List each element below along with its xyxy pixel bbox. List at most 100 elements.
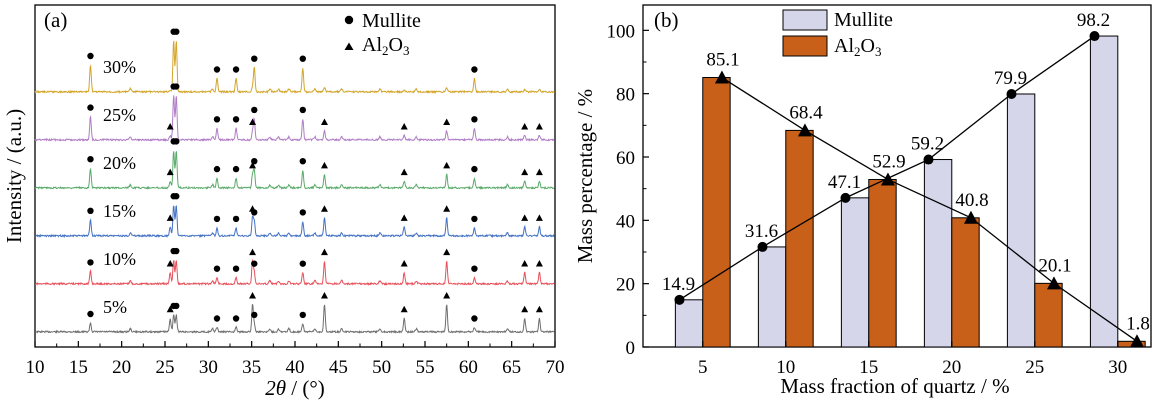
mullite-peak-marker <box>213 165 221 173</box>
mullite-point <box>840 192 851 203</box>
bar-legend-o: O <box>861 35 875 57</box>
xrd-x-label-unit: / (°) <box>286 376 325 400</box>
xrd-legend-sub2: 2 <box>382 43 389 58</box>
xrd-legend-o: O <box>389 34 403 56</box>
xrd-x-tick-label: 20 <box>112 357 131 378</box>
mullite-peak-marker <box>232 315 240 322</box>
mullite-peak-marker <box>213 265 221 272</box>
xrd-legend-alumina: Al2O3 <box>362 34 409 58</box>
xrd-x-tick-label: 70 <box>546 357 565 378</box>
mullite-bar <box>1006 93 1036 348</box>
bar-x-tick-label: 15 <box>859 357 878 378</box>
alumina-value-label: 68.4 <box>789 102 823 123</box>
bar-legend-mullite: Mullite <box>834 9 893 31</box>
mullite-peak-marker <box>87 104 94 111</box>
mullite-point <box>1006 88 1017 99</box>
xrd-series-label: 5% <box>103 297 127 317</box>
mullite-peak-marker <box>173 138 180 145</box>
mullite-value-label: 59.2 <box>911 134 944 155</box>
alumina-peak-marker <box>249 205 257 212</box>
alumina-peak-marker <box>400 122 408 130</box>
alumina-peak-marker <box>249 118 257 125</box>
alumina-peak-marker <box>166 122 174 130</box>
alumina-value-label: 20.1 <box>1038 255 1071 276</box>
alumina-bar <box>702 77 731 348</box>
mullite-peak-marker <box>173 193 180 200</box>
alumina-peak-marker <box>320 118 328 125</box>
xrd-legend-al: Al <box>362 34 382 56</box>
alumina-peak-marker <box>443 161 451 169</box>
alumina-peak-marker <box>521 260 529 267</box>
mullite-peak-marker <box>232 66 240 73</box>
alumina-peak-marker <box>249 161 257 169</box>
bar-y-tick-label: 60 <box>616 148 635 169</box>
xrd-series-label: 20% <box>103 153 136 173</box>
bar-legend: Mullite Al2O3 <box>782 9 893 59</box>
mullite-peak-marker <box>87 207 94 214</box>
xrd-legend-sub3: 3 <box>403 43 410 58</box>
bar-y-tick-label: 40 <box>616 211 635 232</box>
mullite-marker-icon <box>344 15 354 25</box>
bar-y-tick-label: 20 <box>616 275 635 296</box>
mullite-bar <box>923 159 953 348</box>
mullite-point <box>923 154 934 165</box>
xrd-x-tick-label: 65 <box>502 357 521 378</box>
xrd-series-label: 30% <box>103 57 136 77</box>
alumina-trend-line <box>721 76 1138 342</box>
alumina-peak-marker <box>521 168 529 176</box>
bar-bars <box>674 35 1146 348</box>
alumina-value-label: 52.9 <box>872 151 905 172</box>
alumina-point <box>1046 276 1061 290</box>
mullite-peak-marker <box>232 265 240 272</box>
xrd-x-tick-label: 10 <box>26 357 45 378</box>
mullite-peak-marker <box>251 55 258 62</box>
alumina-value-label: 1.8 <box>1126 313 1150 334</box>
xrd-series-label: 25% <box>103 105 136 125</box>
alumina-peak-marker <box>400 260 408 267</box>
bar-x-tick-label: 30 <box>1108 357 1127 378</box>
mullite-point <box>1089 31 1100 42</box>
alumina-point <box>714 70 729 84</box>
xrd-x-tick-label: 50 <box>372 357 391 378</box>
alumina-peak-marker <box>166 168 174 176</box>
alumina-point <box>963 210 978 224</box>
xrd-x-label-symbol: 2θ <box>265 376 286 400</box>
xrd-panel-label: (a) <box>44 8 67 32</box>
mullite-bar <box>840 197 870 348</box>
xrd-trace <box>34 258 555 286</box>
xrd-x-axis-label: 2θ / (°) <box>265 376 325 400</box>
alumina-peak-marker <box>535 260 543 267</box>
bar-x-tick-label: 5 <box>698 357 708 378</box>
alumina-peak-marker <box>320 292 328 299</box>
mullite-value-label: 31.6 <box>745 221 778 242</box>
xrd-x-ticks: 10 15 20 25 30 35 40 45 50 55 60 65 70 <box>26 341 565 378</box>
xrd-legend: Mullite Al2O3 <box>344 10 421 58</box>
alumina-peak-marker <box>443 118 451 125</box>
mullite-bar <box>674 299 704 348</box>
mullite-peak-marker <box>251 260 258 267</box>
alumina-peak-marker <box>443 248 451 256</box>
mullite-peak-marker <box>173 83 180 90</box>
xrd-x-tick-label: 35 <box>242 357 261 378</box>
mullite-peak-marker <box>299 157 306 165</box>
mullite-bar <box>1089 35 1119 348</box>
mullite-peak-marker <box>299 55 306 62</box>
mullite-peak-marker <box>299 260 306 267</box>
mullite-peak-marker <box>173 247 180 255</box>
mullite-peak-marker <box>232 215 240 223</box>
alumina-peak-marker <box>535 168 543 176</box>
bar-x-tick-label: 25 <box>1025 357 1044 378</box>
mullite-bar <box>757 246 787 348</box>
bar-panel-label: (b) <box>654 8 679 32</box>
mullite-value-label: 79.9 <box>994 68 1027 89</box>
alumina-point <box>797 123 812 137</box>
xrd-x-tick-label: 25 <box>156 357 175 378</box>
bar-x-tick-label: 20 <box>942 357 961 378</box>
mass-fraction-panel: (b) 14.9 31.6 47.1 59.2 79.9 98.2 85.1 68.4 52.9… <box>573 4 1152 398</box>
xrd-x-tick-label: 15 <box>69 357 88 378</box>
alumina-value-label: 40.8 <box>955 190 988 211</box>
bar-value-labels: 14.9 31.6 47.1 59.2 79.9 98.2 85.1 68.4 52.9 40.8… <box>662 10 1150 334</box>
xrd-x-tick-label: 55 <box>416 357 435 378</box>
alumina-bar <box>868 178 897 348</box>
bar-x-axis-label: Mass fraction of quartz / % <box>780 374 1009 398</box>
